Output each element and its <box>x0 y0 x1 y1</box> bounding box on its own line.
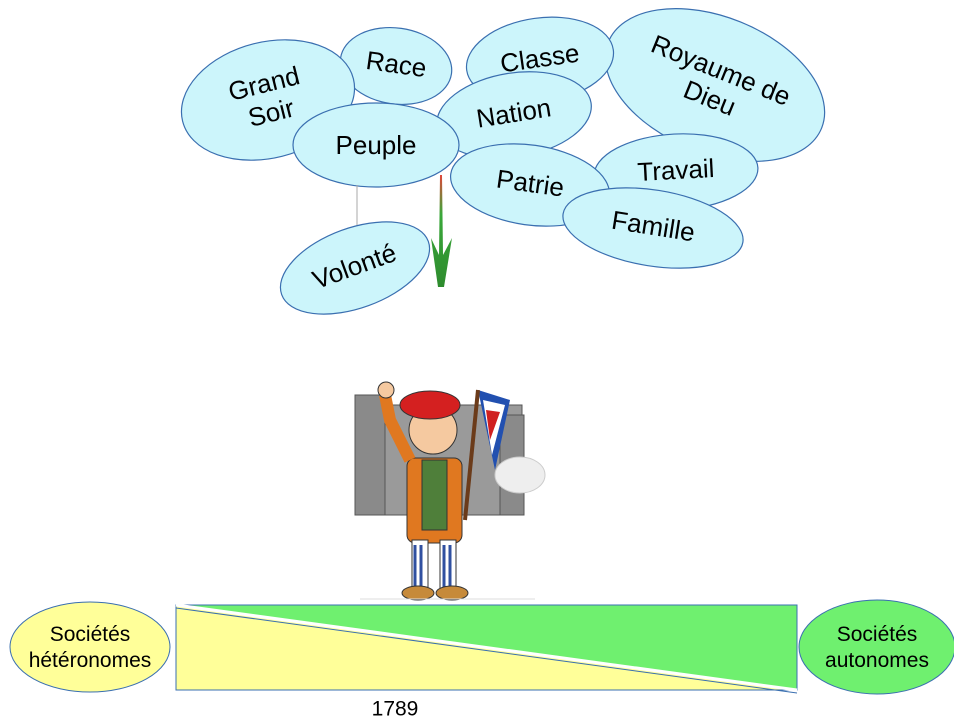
text-line: autonomes <box>825 649 929 672</box>
bubble-label: Travail <box>637 153 716 187</box>
right-pole <box>799 600 954 694</box>
text-line: Peuple <box>336 130 417 160</box>
bubbles: Royaume deDieu Classe Race GrandSoir Nat… <box>169 0 848 332</box>
text-line: Sociétés <box>50 623 131 646</box>
scale: Sociétés hétéronomes Sociétés autonomes 17… <box>10 600 954 721</box>
text-line: hétéronomes <box>29 649 152 672</box>
diagram: Royaume deDieu Classe Race GrandSoir Nat… <box>0 0 954 722</box>
text-line: Sociétés <box>837 623 918 646</box>
year-label: 1789 <box>372 698 419 721</box>
bubble-label: Peuple <box>336 130 417 160</box>
bubble: Volonté <box>268 204 442 333</box>
text-line: Travail <box>637 153 716 187</box>
left-pole <box>10 602 170 692</box>
revolutionary-illustration <box>355 382 545 600</box>
down-arrow <box>431 175 452 287</box>
bubble: Peuple <box>293 103 459 187</box>
